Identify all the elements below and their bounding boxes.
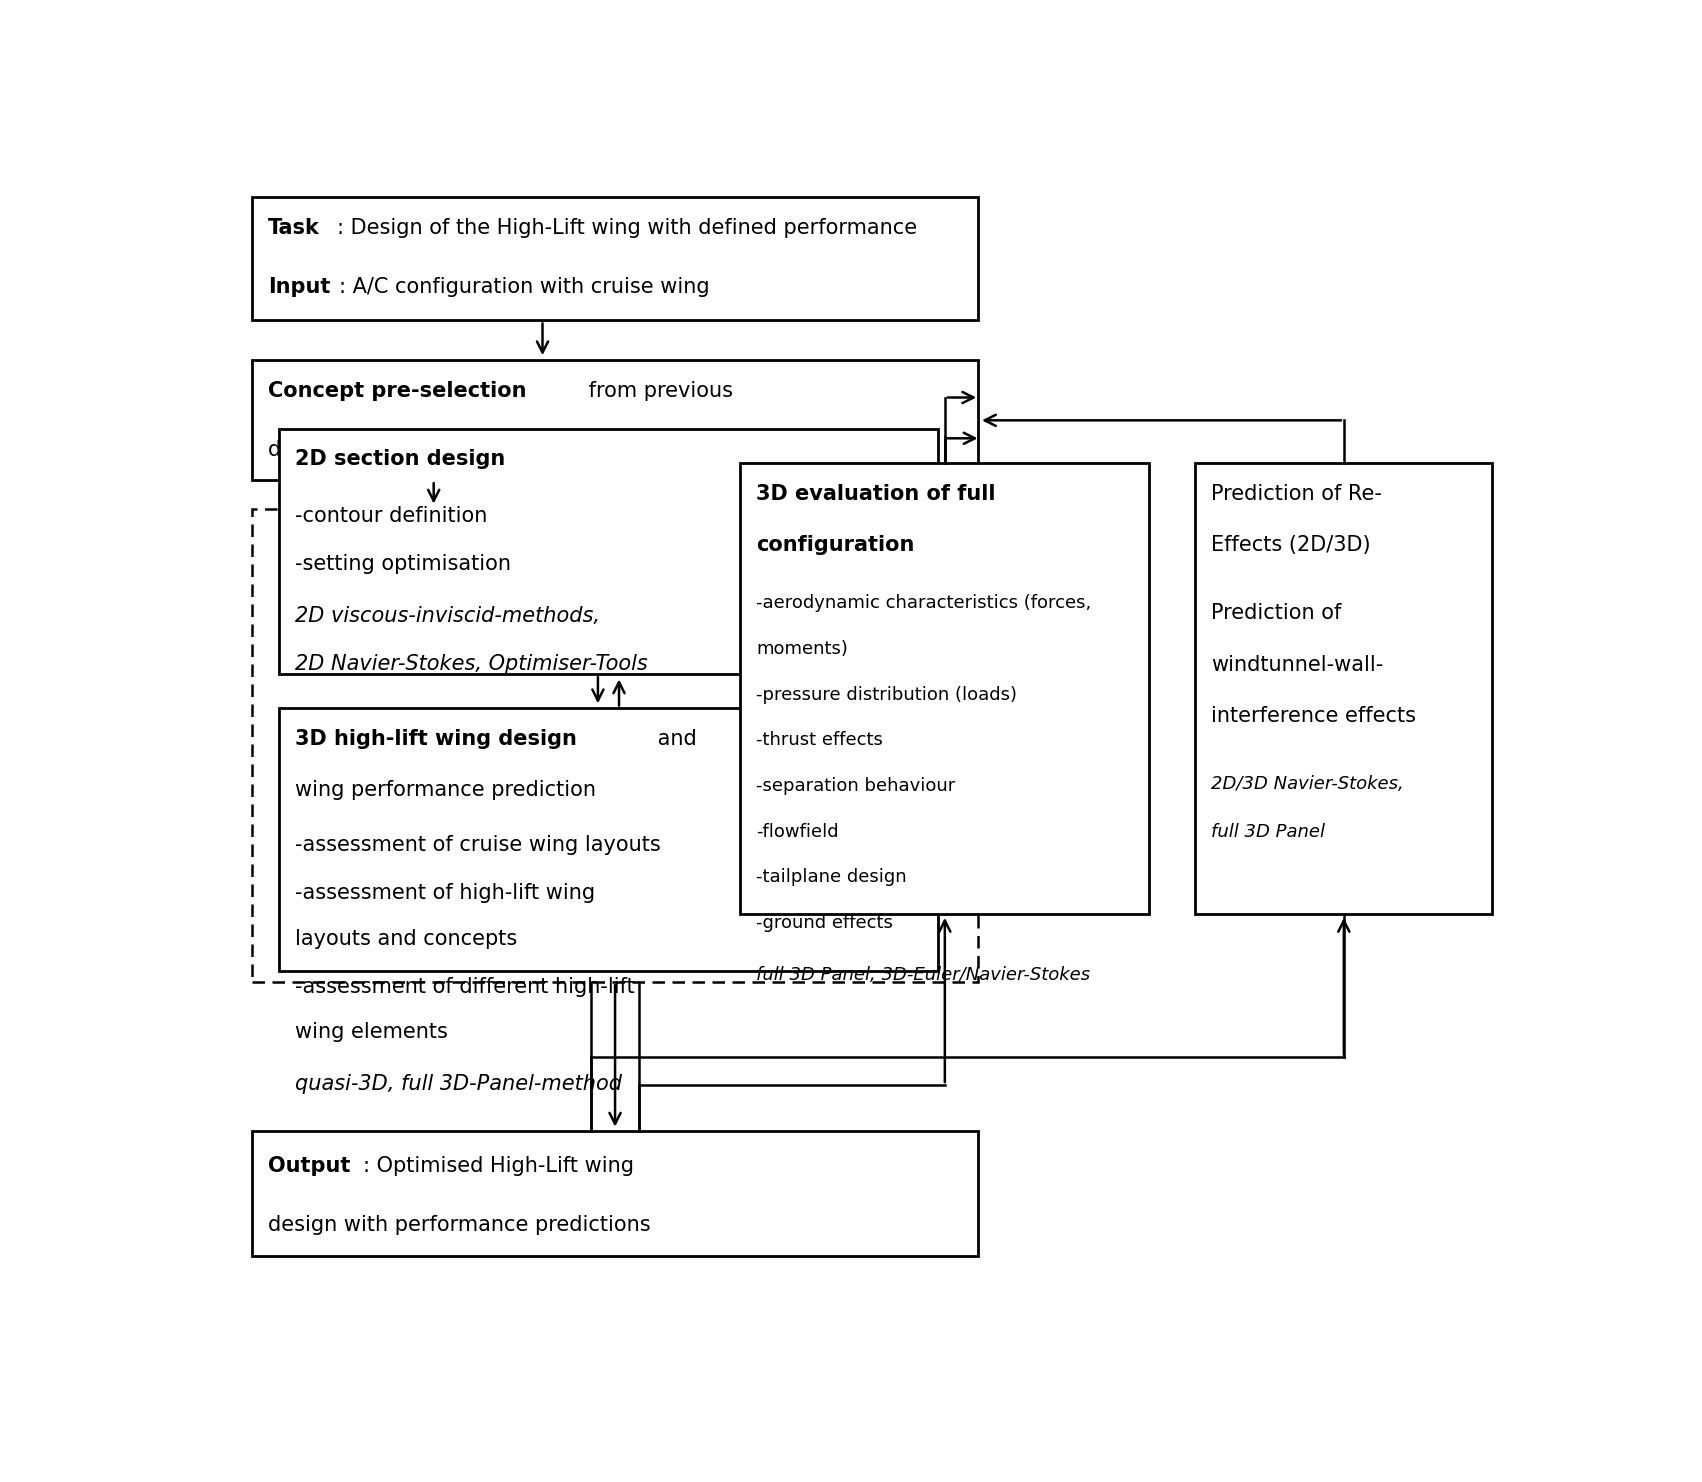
Text: from previous: from previous	[582, 381, 734, 402]
Text: -contour definition: -contour definition	[294, 507, 487, 526]
Text: Input: Input	[269, 277, 330, 296]
Text: interference effects: interference effects	[1212, 707, 1416, 726]
Text: quasi-3D, full 3D-Panel-method: quasi-3D, full 3D-Panel-method	[294, 1073, 621, 1094]
Text: Prediction of: Prediction of	[1212, 603, 1341, 624]
Text: -assessment of cruise wing layouts: -assessment of cruise wing layouts	[294, 836, 660, 855]
Text: wing performance prediction: wing performance prediction	[294, 781, 596, 800]
FancyBboxPatch shape	[252, 508, 977, 983]
Text: and: and	[650, 729, 696, 748]
Text: Output: Output	[269, 1156, 351, 1175]
Text: 2D viscous-inviscid-methods,: 2D viscous-inviscid-methods,	[294, 606, 599, 625]
Text: 3D evaluation of full: 3D evaluation of full	[756, 483, 996, 504]
Text: moments): moments)	[756, 640, 848, 658]
Text: -pressure distribution (loads): -pressure distribution (loads)	[756, 686, 1018, 704]
Text: -assessment of different high-lift: -assessment of different high-lift	[294, 977, 635, 996]
FancyBboxPatch shape	[740, 462, 1149, 914]
FancyBboxPatch shape	[252, 197, 977, 320]
Text: Prediction of Re-: Prediction of Re-	[1212, 483, 1382, 504]
FancyBboxPatch shape	[1195, 462, 1493, 914]
Text: -thrust effects: -thrust effects	[756, 731, 883, 750]
Text: layouts and concepts: layouts and concepts	[294, 929, 517, 948]
Text: -assessment of high-lift wing: -assessment of high-lift wing	[294, 883, 594, 903]
FancyBboxPatch shape	[252, 1131, 977, 1257]
Text: design with performance predictions: design with performance predictions	[269, 1215, 650, 1235]
Text: Task: Task	[269, 218, 320, 237]
Text: designs, databases, handbook methods, etc.: designs, databases, handbook methods, et…	[269, 440, 735, 461]
Text: : Optimised High-Lift wing: : Optimised High-Lift wing	[363, 1156, 635, 1175]
Text: : Design of the High-Lift wing with defined performance: : Design of the High-Lift wing with defi…	[337, 218, 917, 237]
FancyBboxPatch shape	[279, 428, 938, 674]
Text: -tailplane design: -tailplane design	[756, 868, 907, 886]
FancyBboxPatch shape	[279, 708, 938, 971]
Text: -separation behaviour: -separation behaviour	[756, 777, 955, 794]
Text: 2D Navier-Stokes, Optimiser-Tools: 2D Navier-Stokes, Optimiser-Tools	[294, 654, 647, 674]
Text: configuration: configuration	[756, 535, 914, 556]
Text: 2D/3D Navier-Stokes,: 2D/3D Navier-Stokes,	[1212, 775, 1404, 793]
Text: wing elements: wing elements	[294, 1023, 448, 1042]
Text: : A/C configuration with cruise wing: : A/C configuration with cruise wing	[339, 277, 710, 296]
Text: -setting optimisation: -setting optimisation	[294, 554, 511, 575]
Text: -ground effects: -ground effects	[756, 914, 894, 932]
Text: 3D high-lift wing design: 3D high-lift wing design	[294, 729, 577, 748]
Text: full 3D Panel, 3D-Euler/Navier-Stokes: full 3D Panel, 3D-Euler/Navier-Stokes	[756, 966, 1091, 984]
Text: 2D section design: 2D section design	[294, 449, 505, 470]
Text: Concept pre-selection: Concept pre-selection	[269, 381, 526, 402]
Text: windtunnel-wall-: windtunnel-wall-	[1212, 655, 1384, 674]
FancyBboxPatch shape	[252, 360, 977, 480]
Text: -aerodynamic characteristics (forces,: -aerodynamic characteristics (forces,	[756, 594, 1091, 612]
Text: full 3D Panel: full 3D Panel	[1212, 823, 1326, 840]
Text: -flowfield: -flowfield	[756, 823, 839, 840]
Text: Effects (2D/3D): Effects (2D/3D)	[1212, 535, 1370, 556]
